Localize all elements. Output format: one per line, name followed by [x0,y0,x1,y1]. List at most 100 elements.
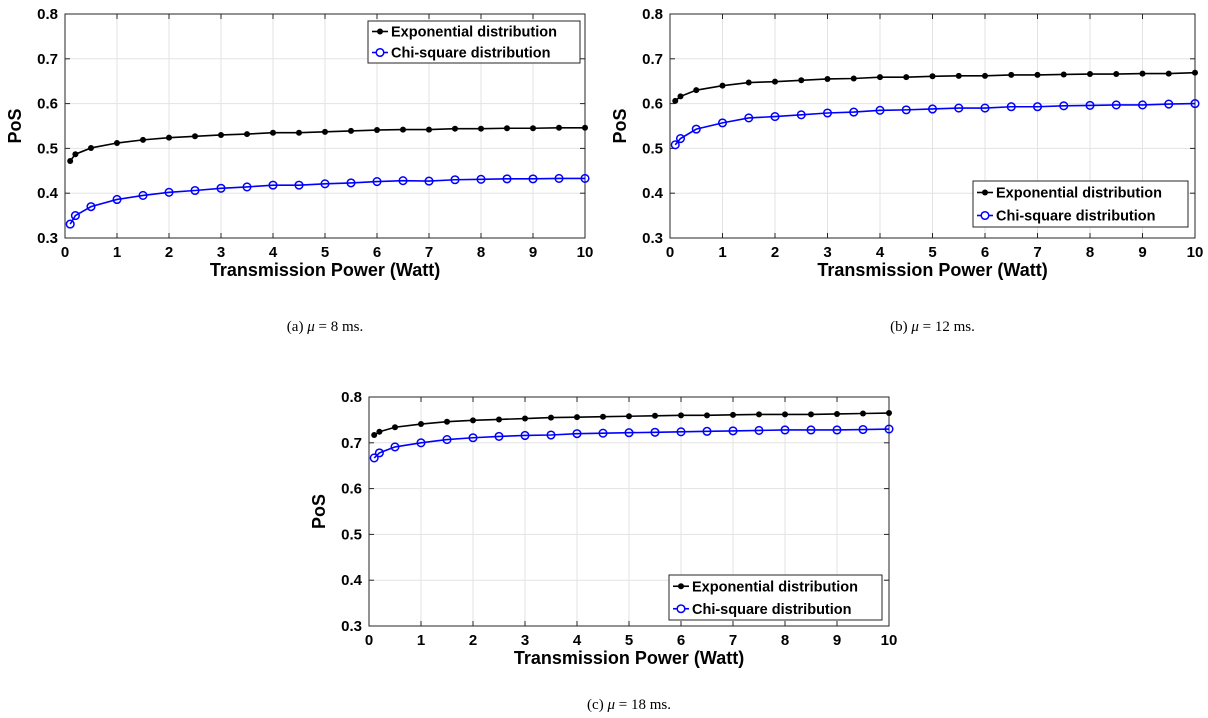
x-tick-label: 3 [823,244,831,261]
data-point [112,194,122,205]
data-point [418,421,424,428]
data-point [374,127,380,134]
data-point [496,416,502,423]
data-point [886,410,892,417]
data-point [691,124,701,134]
x-tick-label: 10 [1187,244,1204,261]
legend-marker [676,604,686,614]
data-point [675,133,686,144]
series-line [674,71,1196,102]
data-point [582,124,588,131]
data-point [1087,71,1093,78]
data-point [672,97,679,104]
data-point [1139,70,1146,77]
x-tick-label: 4 [269,244,278,261]
data-point [600,413,606,420]
data-point [744,113,754,123]
series-exponential [672,69,1198,104]
data-point [1164,99,1174,109]
data-point [398,176,408,186]
legend-box [668,574,883,621]
data-point [1034,71,1041,78]
data-point [371,432,378,439]
y-tick-label: 0.7 [37,51,58,68]
data-point [556,124,562,131]
data-point [1137,100,1148,110]
data-point [626,413,632,420]
data-point [416,438,426,448]
legend: Exponential distribution Chi-square distr… [668,574,883,621]
x-tick-label: 2 [469,632,477,649]
data-point [369,453,379,463]
x-tick-label: 8 [477,244,485,261]
data-point [1111,100,1121,110]
x-tick-label: 8 [781,632,789,649]
data-point [832,425,842,435]
x-tick-label: 4 [876,244,885,261]
data-point [806,425,816,435]
data-point [1006,102,1016,112]
data-point [717,118,728,128]
y-tick-label: 0.4 [642,185,664,202]
data-point [780,425,790,435]
x-tick-label: 10 [881,632,898,649]
data-point [390,442,400,452]
data-point [242,182,252,192]
data-point [478,125,484,132]
data-point [218,131,224,138]
caption-symbol: μ [910,319,919,335]
data-point [903,74,910,81]
data-point [624,428,634,438]
data-point [1008,71,1015,78]
y-tick-label: 0.4 [341,572,363,589]
x-tick-label: 1 [113,244,121,261]
y-tick-label: 0.5 [341,526,362,543]
data-point [114,140,120,147]
data-point [502,174,512,184]
data-point [850,75,857,82]
data-point [476,174,486,184]
data-point [348,127,354,134]
y-tick-label: 0.8 [341,389,362,406]
data-point [929,73,936,80]
legend-label: Exponential distribution [692,579,858,595]
data-point [580,173,590,183]
data-point [849,107,859,117]
data-point [296,129,302,136]
data-point [320,179,330,189]
data-point [504,125,510,132]
y-tick-label: 0.6 [341,481,362,498]
data-point [598,428,608,438]
data-point [372,177,382,187]
data-point [745,79,752,86]
data-point [1165,70,1172,77]
data-point [574,414,580,421]
x-tick-label: 3 [217,244,225,261]
y-tick-label: 0.3 [37,230,58,247]
data-point [754,425,764,435]
data-point [955,72,962,79]
data-point [728,426,738,436]
data-point [86,202,96,212]
data-point [322,128,328,135]
data-point [824,75,831,82]
caption-suffix: = 8 ms. [315,319,363,335]
data-point [294,180,304,190]
legend: Exponential distribution Chi-square distr… [367,20,581,64]
data-point [190,185,200,196]
data-point [522,415,528,422]
data-point [244,131,250,138]
y-tick-label: 0.4 [37,185,59,202]
x-tick-label: 1 [718,244,726,261]
x-tick-label: 2 [771,244,779,261]
data-point [70,211,80,221]
x-axis-label: Transmission Power (Watt) [514,648,744,668]
data-point [1113,71,1120,78]
chart-3: 0 1 2 3 4 5 6 7 8 9 10 0.3 0.4 0.5 0.6 0.7 0.8 Transmissi… [309,389,897,713]
series-line [674,102,1196,146]
data-point [877,74,883,81]
legend-marker [678,583,684,590]
chart-1: 0 1 2 3 4 5 6 7 8 9 10 0.3 0.4 0.5 0.6 0.7 0.8 Transmissi… [5,6,593,335]
y-tick-label: 0.8 [642,6,663,23]
